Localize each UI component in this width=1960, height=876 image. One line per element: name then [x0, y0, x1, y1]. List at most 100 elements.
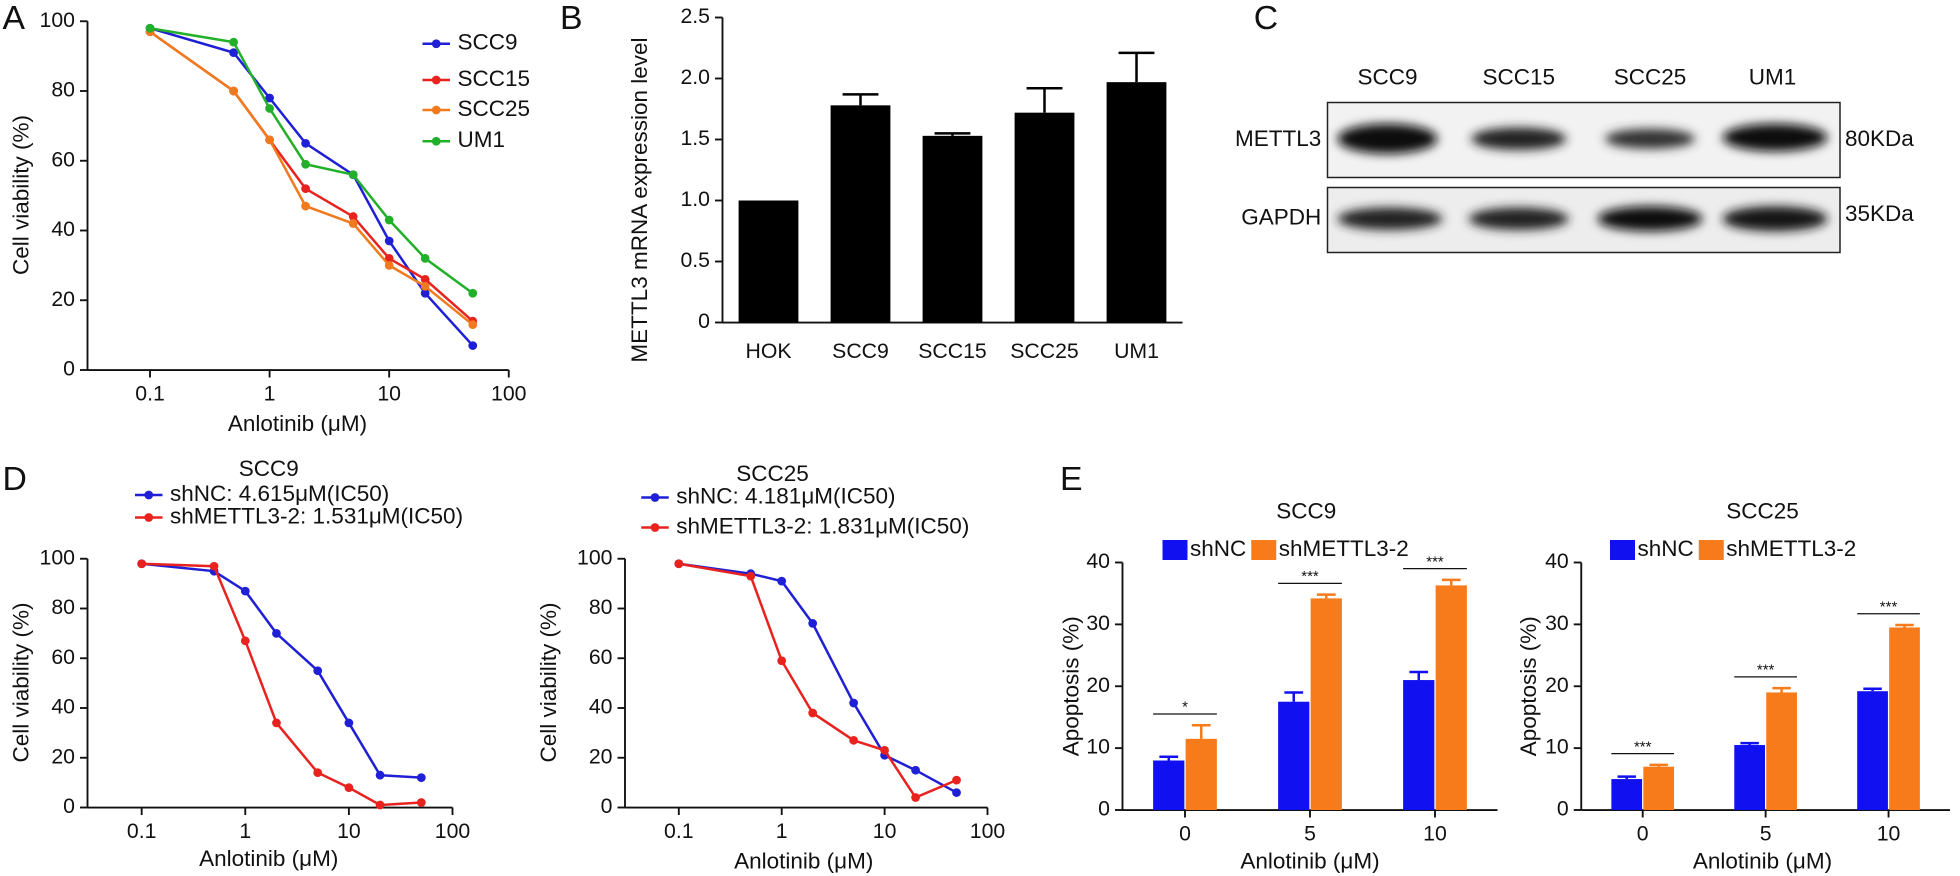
y-tick-label: 0	[601, 794, 613, 818]
data-point	[849, 735, 859, 745]
data-point	[313, 768, 323, 778]
data-point	[777, 656, 787, 666]
data-point	[301, 138, 310, 148]
y-tick-label: 80	[51, 595, 75, 619]
y-tick-label: 60	[51, 147, 75, 171]
y-tick-label: 0	[63, 794, 75, 818]
bar	[1153, 760, 1185, 810]
y-tick-label: 0.5	[680, 248, 710, 272]
data-point	[240, 636, 250, 646]
data-point	[420, 288, 430, 298]
x-axis-label: Anlotinib (μM)	[1240, 848, 1379, 873]
legend-marker	[431, 39, 441, 49]
legend-label: shMETTL3-2: 1.531μM(IC50)	[170, 503, 463, 528]
x-tick-label: 5	[1760, 822, 1772, 846]
chart-title: SCC9	[239, 456, 299, 481]
legend-marker	[431, 75, 441, 85]
size-label: 35KDa	[1845, 201, 1914, 226]
data-point	[301, 201, 310, 211]
error-bar	[1191, 723, 1211, 739]
y-tick-label: 60	[589, 645, 613, 669]
band	[1471, 127, 1567, 150]
data-point	[384, 215, 394, 225]
data-point	[911, 765, 920, 775]
data-point	[272, 629, 281, 638]
data-point	[674, 559, 684, 569]
y-axis-label: Cell viability (%)	[536, 602, 561, 762]
size-label: 80KDa	[1845, 126, 1914, 151]
error-bar	[1118, 51, 1155, 83]
panel-label: A	[3, 0, 26, 37]
y-axis-label: Cell viability (%)	[8, 602, 33, 762]
western-blot: C SCC9 SCC15 SCC25 UM1 METTL3 GAPDH 80KD…	[1235, 0, 1914, 254]
data-point	[808, 708, 818, 718]
y-tick-label: 1.0	[680, 187, 710, 211]
y-tick-label: 40	[51, 695, 75, 719]
y-tick-label: 0	[63, 357, 75, 381]
x-tick-label: 100	[435, 819, 470, 843]
y-axis-label: Apoptosis (%)	[1516, 616, 1541, 756]
data-point	[420, 274, 430, 284]
legend-swatch	[1698, 540, 1724, 560]
chart-title: SCC9	[1276, 498, 1336, 523]
x-tick-label: 0.1	[127, 819, 157, 843]
data-point	[420, 254, 430, 263]
series-line	[678, 562, 958, 794]
x-axis-label: Anlotinib (μM)	[1693, 848, 1832, 873]
error-bar	[934, 132, 971, 136]
bar	[1611, 779, 1643, 810]
error-bar	[1441, 578, 1461, 586]
lane-label: SCC15	[1482, 65, 1555, 90]
error-bar	[1409, 670, 1429, 681]
x-tick-label: SCC15	[918, 339, 987, 363]
band	[1605, 128, 1695, 149]
significance-label: ***	[1426, 553, 1444, 570]
band	[1597, 206, 1703, 232]
bar	[1014, 112, 1075, 323]
x-tick-label: 10	[1877, 822, 1901, 846]
legend-label: SCC9	[458, 30, 518, 55]
bar	[1857, 691, 1888, 810]
lane-label: UM1	[1749, 65, 1797, 90]
legend-label: shMETTL3-2	[1726, 536, 1856, 561]
y-tick-label: 80	[589, 595, 613, 619]
y-tick-label: 20	[1545, 673, 1569, 697]
data-point	[911, 793, 920, 802]
x-tick-label: 1	[776, 819, 788, 843]
legend-label: shNC: 4.615μM(IC50)	[170, 481, 389, 506]
y-tick-label: 20	[589, 744, 613, 768]
legend-label: shNC	[1190, 536, 1246, 561]
data-point	[301, 184, 310, 194]
data-point	[344, 718, 354, 728]
data-point	[384, 254, 394, 263]
series-line	[141, 562, 422, 779]
data-point	[808, 619, 818, 628]
error-bar	[1863, 687, 1882, 692]
y-tick-label: 2.0	[680, 65, 710, 89]
error-bar	[1895, 623, 1914, 628]
series-line	[149, 26, 474, 295]
bar	[830, 105, 891, 323]
bar	[1185, 738, 1217, 810]
data-point	[416, 798, 426, 807]
bar	[1643, 766, 1675, 810]
x-tick-label: 10	[1423, 822, 1447, 846]
data-point	[145, 23, 155, 33]
error-bar	[1284, 691, 1304, 702]
y-tick-label: 60	[51, 645, 75, 669]
y-axis-label: Apoptosis (%)	[1058, 616, 1083, 756]
y-tick-label: 30	[1545, 611, 1569, 635]
series-line	[149, 30, 474, 326]
legend-swatch	[1162, 540, 1188, 560]
x-axis-label: Anlotinib (μM)	[734, 848, 873, 873]
bar	[738, 200, 799, 323]
data-point	[265, 93, 274, 103]
data-point	[137, 559, 147, 569]
significance-label: ***	[1301, 568, 1319, 585]
lane-label: SCC9	[1357, 65, 1417, 90]
significance-label: ***	[1757, 662, 1775, 679]
legend-label: shNC: 4.181μM(IC50)	[676, 483, 895, 508]
row-label: METTL3	[1235, 126, 1321, 151]
y-tick-label: 0	[698, 309, 710, 333]
y-tick-label: 10	[1545, 735, 1569, 759]
